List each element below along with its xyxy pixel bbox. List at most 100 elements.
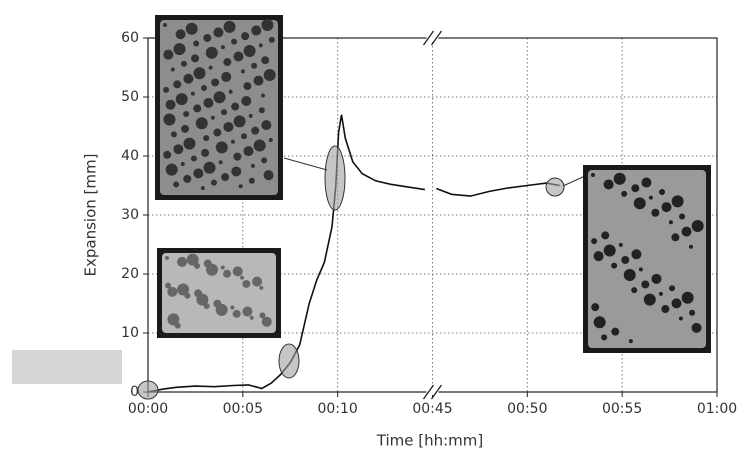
photo-pore [238,184,243,189]
break-gap [426,389,439,395]
photo-pore [618,242,623,247]
photo-pore [232,309,241,318]
photo-pore [603,179,614,190]
x-tick-label: 00:00 [128,401,168,417]
photo-pore [173,80,182,89]
photo-pore [205,46,218,59]
photo-pore [165,256,169,260]
photo-pore [193,67,206,80]
photo-pore [165,282,172,289]
x-tick-label: 00:50 [507,401,547,417]
photo-pore [260,93,265,98]
photo-pore [681,226,692,237]
photo-pore [183,137,196,150]
highlight-ellipse [137,380,159,400]
photo-pore [165,163,178,176]
photo-pore [240,275,245,280]
photo-pore [661,305,670,314]
x-tick-label: 00:10 [317,401,357,417]
photo-pore [253,139,266,152]
highlight-ellipse [278,343,300,379]
photo-pore [611,262,618,269]
photo-pore [243,44,256,57]
photo-pore [248,177,255,184]
photo-pore [651,208,660,217]
photo-pore [215,141,228,154]
photo-pore [163,86,170,93]
photo-pore [253,75,264,86]
photo-pore [671,298,682,309]
photo-pore [170,67,175,72]
photo-pore [258,107,265,114]
break-mark [422,384,435,400]
data-line [147,114,560,393]
photo-pore [593,316,606,329]
photo-pore [181,124,190,133]
photo-pore [180,60,187,67]
photo-pore [678,316,683,321]
y-tick-label: 60 [121,30,139,46]
photo-pore [259,285,264,290]
photo-pore [180,162,185,167]
photo-pore [648,195,653,200]
photo-pore [611,327,620,336]
photo-pore [631,184,640,193]
photo-pore [193,40,200,47]
photo-pore [241,96,252,107]
photo-pore [233,115,246,128]
photo-pore [220,45,225,50]
y-tick-label: 20 [121,266,139,282]
photo-pore [163,150,172,159]
break-mark [430,384,443,400]
y-tick-label: 40 [121,148,139,164]
photo-pore [186,253,199,266]
photo-pore [251,25,262,36]
photo-pore [251,62,258,69]
photo-pore [261,316,272,327]
photo-pore [203,97,214,108]
photo-pore [203,135,210,142]
x-tick-label: 00:45 [412,401,452,417]
x-tick-label: 01:00 [697,401,737,417]
photo-pore [691,219,704,232]
photo-pore [183,110,190,117]
photo-pore [641,177,652,188]
photo-pore [231,102,240,111]
photo-pore [208,65,213,70]
photo-pore [175,29,186,40]
photo-pore [259,312,266,319]
photo-pore [191,54,200,63]
y-tick-label: 50 [121,89,139,105]
break-mark [430,30,443,46]
photo-pore [643,293,656,306]
photo-pore [258,43,263,48]
photo-pore [233,51,244,62]
photo-pore [211,78,220,87]
photo-pore [651,273,662,284]
photo-pore [593,251,604,262]
photo-pore [221,71,232,82]
photo-pore [190,155,197,162]
photo-pore [200,85,207,92]
photo-pore [671,233,680,242]
photo-pore [641,280,650,289]
photo-pore [210,115,215,120]
blurred-inset [12,350,122,384]
photo-pore [213,27,224,38]
photo-pore [242,306,253,317]
photo-pore [177,256,188,267]
photo-pore [193,168,204,179]
photo-pore [232,266,243,277]
photo-pore [243,146,254,157]
x-axis-label: Time [hh:mm] [376,432,483,450]
photo-pore [203,259,212,268]
photo-pore [173,181,180,188]
photo-pore [591,238,598,245]
photo-sample [588,170,706,348]
photo-pore [249,315,254,320]
photo-pore [601,334,608,341]
y-axis-label: Expansion [mm] [82,154,100,277]
photo-pore [671,195,684,208]
photo-pore [240,69,245,74]
